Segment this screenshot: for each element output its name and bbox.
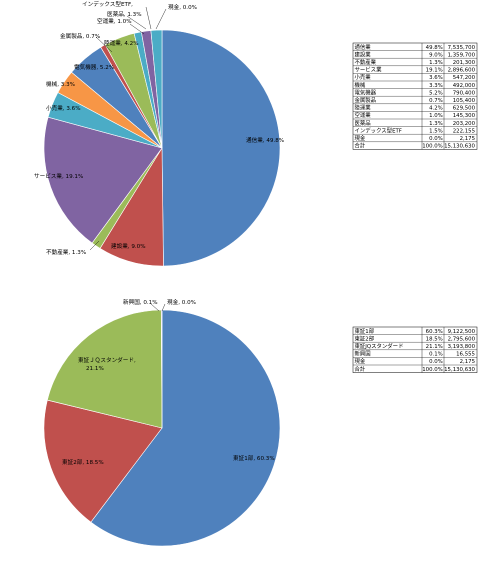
table-market: 東証1部 60.3% 9,122,500 東証2部 18.5% 2,795,600 東証JQ… — [352, 326, 478, 373]
pie-chart-industry: 通信業, 49.8% 建設業, 9.0% 不動産業, 1.3% サービス業, 19.1… — [34, 0, 284, 267]
table-cell-name: 空運業 — [355, 111, 372, 119]
table-cell-percent: 4.2% — [429, 106, 443, 112]
table-cell-amount: 629,500 — [453, 106, 476, 112]
data-label: 東証1部, 60.3% — [233, 454, 275, 462]
table-cell-percent: 0.1% — [429, 352, 443, 358]
data-label: 通信業, 49.8% — [246, 136, 284, 144]
table-cell-name: 電気機器 — [355, 88, 377, 96]
leader-line — [161, 303, 166, 312]
leader-line — [126, 15, 147, 30]
data-label: サービス業, 19.1% — [34, 172, 83, 180]
table-cell-amount: 2,795,600 — [448, 336, 476, 342]
table-cell-percent: 9.0% — [429, 52, 443, 58]
table-cell-name: 建設業 — [355, 50, 372, 58]
data-label: 東証ＪＱスタンダード, 21.1% — [78, 356, 136, 372]
data-label: 現金, 0.0% — [167, 298, 196, 306]
table-cell-amount: 203,200 — [453, 121, 476, 127]
data-label: 東証2部, 18.5% — [62, 458, 104, 466]
table-cell-amount: 547,200 — [453, 75, 476, 81]
table-cell-percent: 100.0% — [422, 367, 443, 373]
table-cell-amount: 2,175 — [460, 136, 475, 142]
leader-line — [89, 240, 100, 251]
pie-chart-market: 東証1部, 60.3% 東証2部, 18.5% 東証ＪＱスタンダード, 21.1% 新興… — [43, 298, 281, 547]
table-cell-percent: 0.7% — [429, 98, 443, 104]
leader-line — [95, 36, 113, 53]
data-label: インデックス型ETF, — [82, 0, 133, 8]
table-cell-percent: 3.3% — [429, 83, 443, 89]
table-cell-percent: 3.6% — [429, 75, 443, 81]
table-cell-name: 東証JQスタンダード — [355, 342, 404, 350]
table-cell-name: 東証1部 — [355, 327, 375, 335]
data-label: 医薬品, 1.3% — [107, 10, 142, 18]
table-cell-percent: 5.2% — [429, 90, 443, 96]
data-label: 金属製品, 0.7% — [60, 32, 100, 40]
data-label: 現金, 0.0% — [168, 3, 197, 11]
table-cell-name: インデックス型ETF — [355, 126, 402, 134]
table-cell-name: 小売業 — [355, 73, 372, 81]
data-label: 陸運業, 4.2% — [104, 39, 139, 47]
table-cell-name: 医薬品 — [355, 119, 371, 127]
table-cell-percent: 19.1% — [426, 68, 443, 74]
table-cell-amount: 2,175 — [460, 359, 475, 365]
table-cell-name: 現金 — [355, 357, 366, 365]
table-cell-name: サービス業 — [355, 66, 383, 74]
table-cell-percent: 0.0% — [429, 359, 443, 365]
table-cell-amount: 3,193,800 — [448, 344, 476, 350]
pie-slice — [46, 309, 163, 429]
table-cell-amount: 105,400 — [453, 98, 476, 104]
table-cell-name: 合計 — [355, 142, 366, 150]
table-cell-percent: 1.0% — [429, 113, 443, 119]
leader-line — [129, 23, 145, 35]
pie-slice — [150, 29, 163, 149]
table-cell-name: 東証2部 — [355, 334, 375, 342]
table-cell-percent: 49.8% — [426, 45, 443, 51]
pie-slice — [161, 29, 281, 267]
table-cell-percent: 18.5% — [426, 336, 443, 342]
table-cell-percent: 100.0% — [422, 144, 443, 150]
table-cell-amount: 145,300 — [453, 113, 476, 119]
data-label: 小売業, 3.6% — [46, 104, 81, 112]
pie-slice — [160, 309, 163, 429]
table-cell-name: 通信業 — [355, 43, 372, 51]
table-cell-percent: 0.0% — [429, 136, 443, 142]
data-label: 不動産業, 1.3% — [46, 248, 86, 256]
table-cell-percent: 1.3% — [429, 60, 443, 66]
table-cell-amount: 2,896,600 — [448, 68, 476, 74]
table-industry: 通信業 49.8% 7,535,700 建設業 9.0% 1,359,700 不動産業 1.3… — [352, 42, 478, 150]
leader-line — [145, 6, 152, 30]
table-cell-name: 金属製品 — [355, 96, 377, 104]
table-cell-name: 合計 — [355, 365, 366, 373]
table-cell-name: 陸運業 — [355, 104, 372, 112]
data-label: 新興国, 0.1% — [123, 298, 158, 306]
leader-line — [155, 8, 167, 30]
leader-line — [150, 303, 160, 312]
table-cell-amount: 1,359,700 — [448, 52, 476, 58]
table-cell-amount: 790,400 — [453, 90, 476, 96]
table-cell-name: 新興国 — [355, 350, 371, 358]
table-cell-name: 不動産業 — [355, 58, 377, 66]
pie-slice — [43, 116, 163, 244]
table-cell-percent: 60.3% — [426, 329, 443, 335]
pie-slice — [43, 399, 163, 523]
table-cell-amount: 222,155 — [453, 128, 475, 134]
table-cell-amount: 492,000 — [453, 83, 476, 89]
table-cell-amount: 201,300 — [453, 60, 476, 66]
data-label: 建設業, 9.0% — [111, 242, 146, 250]
table-cell-amount: 7,535,700 — [448, 45, 476, 51]
table-cell-percent: 1.3% — [429, 121, 443, 127]
data-label: 空運業, 1.0% — [97, 17, 132, 25]
table-cell-amount: 15,130,630 — [444, 144, 475, 150]
table-cell-name: 現金 — [355, 134, 366, 142]
pie-slice — [90, 309, 281, 547]
table-cell-name: 機械 — [355, 81, 366, 89]
table-cell-amount: 16,555 — [456, 352, 475, 358]
data-label: 電気機器, 5.2% — [74, 63, 114, 71]
table-cell-percent: 1.5% — [429, 128, 443, 134]
table-cell-amount: 9,122,500 — [448, 329, 476, 335]
table-cell-amount: 15,130,630 — [444, 367, 475, 373]
table-cell-percent: 21.1% — [426, 344, 443, 350]
data-label: 機械, 3.3% — [46, 80, 75, 88]
